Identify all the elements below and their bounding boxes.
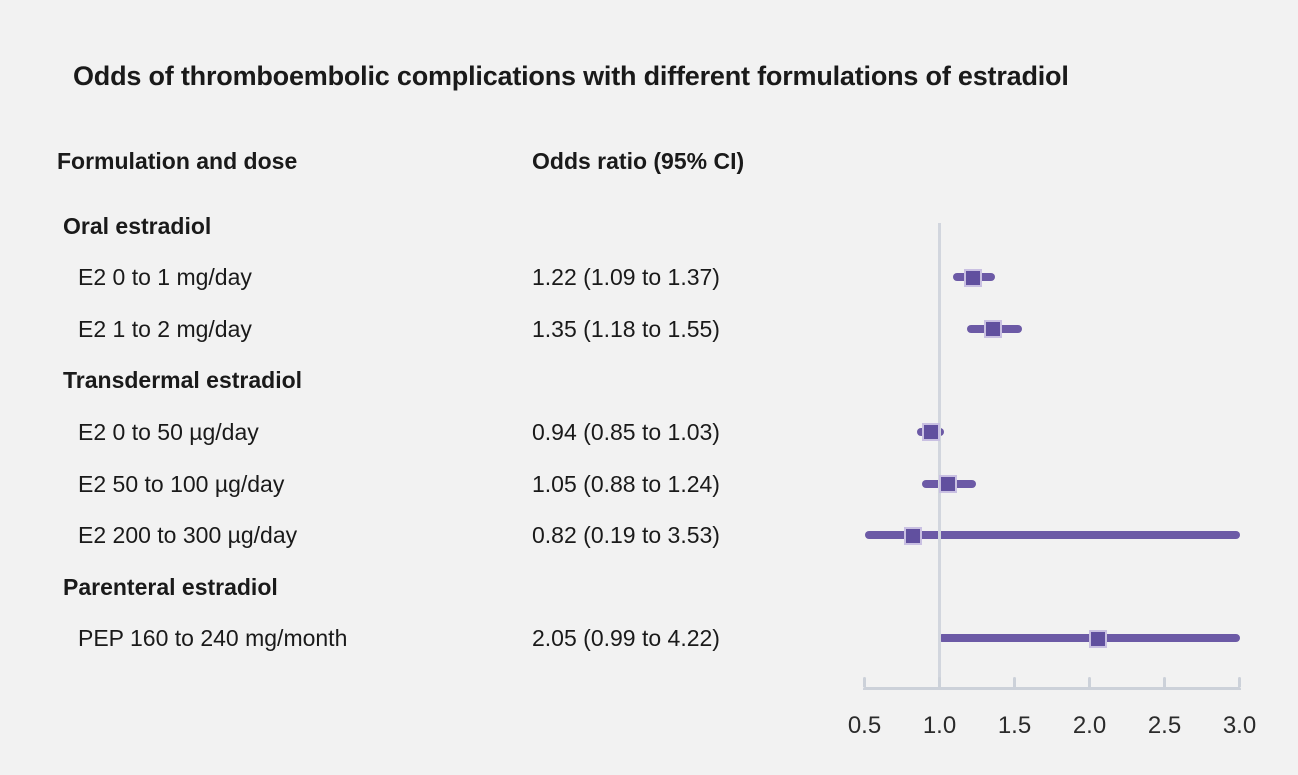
point-estimate-marker [938, 475, 957, 493]
reference-line [938, 223, 941, 689]
point-estimate-marker [904, 526, 922, 545]
row-odds-ratio-value: 1.35 (1.18 to 1.55) [532, 315, 720, 342]
x-axis-tick [1013, 677, 1016, 687]
point-estimate-marker [964, 268, 982, 287]
row-odds-ratio-value: 0.82 (0.19 to 3.53) [532, 522, 720, 549]
column-header-formulation: Formulation and dose [57, 148, 298, 174]
x-axis-tick-label: 2.5 [1147, 712, 1182, 739]
x-axis-line [863, 687, 1241, 690]
x-axis-tick [863, 677, 866, 687]
row-section-label: Parenteral estradiol [63, 573, 278, 600]
row-item-label: PEP 160 to 240 mg/month [78, 625, 348, 652]
x-axis-tick-label: 2.0 [1072, 712, 1107, 739]
row-item-label: E2 0 to 1 mg/day [78, 264, 252, 291]
row-item-label: E2 50 to 100 µg/day [78, 470, 285, 497]
row-odds-ratio-value: 1.05 (0.88 to 1.24) [532, 470, 720, 497]
x-axis-tick [938, 677, 941, 687]
row-item-label: E2 200 to 300 µg/day [78, 522, 298, 549]
x-axis-tick [1238, 677, 1241, 687]
confidence-interval-line [864, 531, 1240, 540]
x-axis-tick-label: 3.0 [1222, 712, 1257, 739]
x-axis-tick-label: 1.0 [922, 712, 957, 739]
x-axis-tick-label: 1.5 [997, 712, 1032, 739]
row-odds-ratio-value: 0.94 (0.85 to 1.03) [532, 418, 720, 445]
row-section-label: Oral estradiol [63, 212, 212, 239]
page-title: Odds of thromboembolic complications wit… [73, 61, 1069, 91]
point-estimate-marker [983, 320, 1002, 339]
row-odds-ratio-value: 1.22 (1.09 to 1.37) [532, 264, 720, 291]
row-odds-ratio-value: 2.05 (0.99 to 4.22) [532, 625, 720, 652]
row-item-label: E2 0 to 50 µg/day [78, 418, 259, 445]
row-item-label: E2 1 to 2 mg/day [78, 315, 252, 342]
x-axis-tick [1163, 677, 1166, 687]
x-axis-tick [1088, 677, 1091, 687]
point-estimate-marker [1088, 629, 1107, 648]
column-header-odds-ratio: Odds ratio (95% CI) [532, 148, 745, 174]
x-axis-tick-label: 0.5 [847, 712, 882, 739]
row-section-label: Transdermal estradiol [63, 367, 303, 394]
point-estimate-marker [922, 423, 940, 442]
